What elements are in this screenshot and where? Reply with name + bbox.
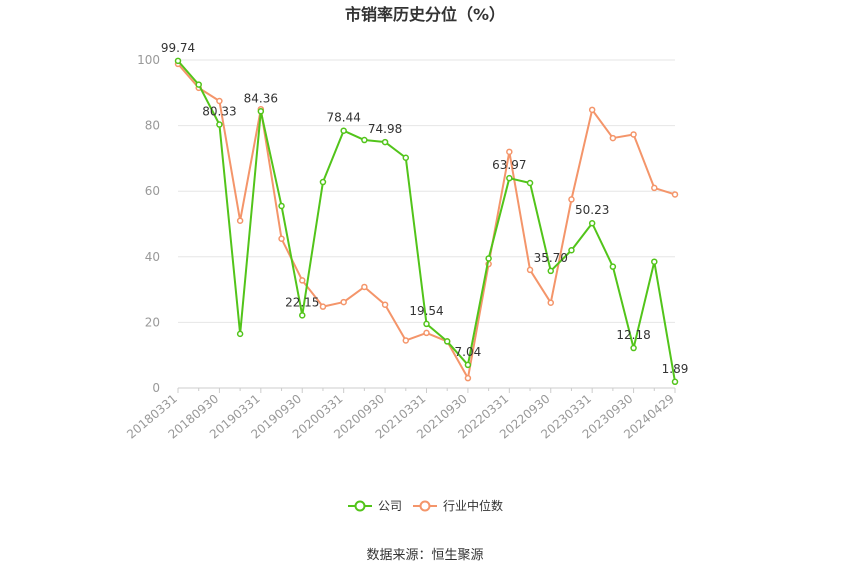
x-axis: 2018033120180930201903312019093020200331… — [124, 387, 677, 442]
data-point[interactable] — [588, 106, 596, 114]
data-label: 1.89 — [662, 362, 689, 376]
data-point[interactable] — [236, 217, 244, 224]
data-point[interactable] — [526, 179, 534, 187]
data-point[interactable] — [671, 378, 679, 386]
data-label: 78.44 — [326, 111, 360, 125]
data-point[interactable] — [651, 258, 658, 265]
data-point[interactable] — [340, 127, 347, 134]
data-point[interactable] — [423, 329, 430, 337]
data-point[interactable] — [278, 202, 285, 210]
data-point[interactable] — [381, 138, 389, 146]
data-point[interactable] — [671, 191, 679, 198]
data-point[interactable] — [464, 374, 472, 382]
data-point[interactable] — [257, 108, 265, 115]
source-text: 数据来源：恒生聚源 — [366, 548, 483, 563]
data-point[interactable] — [630, 131, 637, 138]
y-axis: 0 20 40 60 80 100 — [137, 53, 160, 395]
legend-label-company: 公司 — [378, 499, 402, 513]
data-point[interactable] — [526, 266, 534, 274]
data-point[interactable] — [547, 299, 554, 306]
y-tick-label: 20 — [145, 315, 160, 329]
y-tick-label: 80 — [145, 119, 160, 133]
data-point[interactable] — [278, 235, 285, 243]
data-point[interactable] — [588, 219, 596, 227]
data-label: 12.18 — [616, 328, 650, 342]
data-point[interactable] — [381, 301, 389, 308]
data-point[interactable] — [506, 174, 513, 182]
data-point[interactable] — [340, 298, 347, 306]
legend-item-company[interactable]: 公司 — [348, 499, 402, 513]
data-point[interactable] — [402, 337, 410, 344]
data-label: 35.70 — [534, 251, 568, 265]
data-point[interactable] — [361, 136, 368, 144]
data-point[interactable] — [216, 97, 223, 105]
data-point[interactable] — [195, 81, 202, 88]
data-point[interactable] — [464, 361, 472, 369]
y-tick-label: 40 — [145, 250, 160, 264]
data-label: 80.33 — [202, 105, 236, 119]
data-label: 99.74 — [161, 41, 195, 55]
data-point[interactable] — [299, 277, 306, 284]
legend-item-industry[interactable]: 行业中位数 — [413, 498, 503, 513]
data-labels: 99.74 80.33 84.36 22.15 78.44 74.98 19.54 7.04 6… — [161, 41, 689, 376]
data-point[interactable] — [319, 303, 327, 310]
legend[interactable]: 公司 行业中位数 — [348, 498, 503, 513]
data-label: 63.97 — [492, 158, 526, 172]
data-point[interactable] — [609, 134, 617, 142]
data-label: 84.36 — [244, 91, 278, 105]
data-point[interactable] — [236, 330, 244, 338]
data-point[interactable] — [216, 121, 223, 128]
y-tick-label: 100 — [137, 53, 160, 67]
chart-title: 市销率历史分位（%） — [345, 5, 505, 24]
data-point[interactable] — [443, 338, 451, 345]
data-point[interactable] — [630, 344, 637, 352]
data-point[interactable] — [609, 263, 617, 270]
data-point[interactable] — [299, 312, 306, 319]
data-point[interactable] — [651, 184, 658, 192]
data-label: 22.15 — [285, 295, 319, 309]
data-point[interactable] — [568, 196, 575, 203]
data-point[interactable] — [402, 154, 410, 161]
grid — [178, 59, 675, 389]
data-point[interactable] — [506, 148, 513, 156]
y-tick-label: 60 — [145, 184, 160, 198]
legend-label-industry: 行业中位数 — [443, 498, 503, 513]
data-label: 7.04 — [455, 345, 482, 359]
series-layer — [174, 57, 679, 386]
y-tick-label: 0 — [152, 381, 160, 395]
data-point[interactable] — [174, 57, 182, 65]
data-point[interactable] — [547, 267, 554, 275]
data-label: 74.98 — [368, 122, 402, 136]
data-point[interactable] — [361, 283, 368, 291]
data-point[interactable] — [423, 320, 430, 328]
data-label: 50.23 — [575, 203, 609, 217]
data-label: 19.54 — [409, 304, 443, 318]
data-point[interactable] — [485, 255, 492, 262]
data-point[interactable] — [568, 246, 575, 254]
data-point[interactable] — [319, 178, 327, 186]
series-company — [174, 57, 679, 386]
